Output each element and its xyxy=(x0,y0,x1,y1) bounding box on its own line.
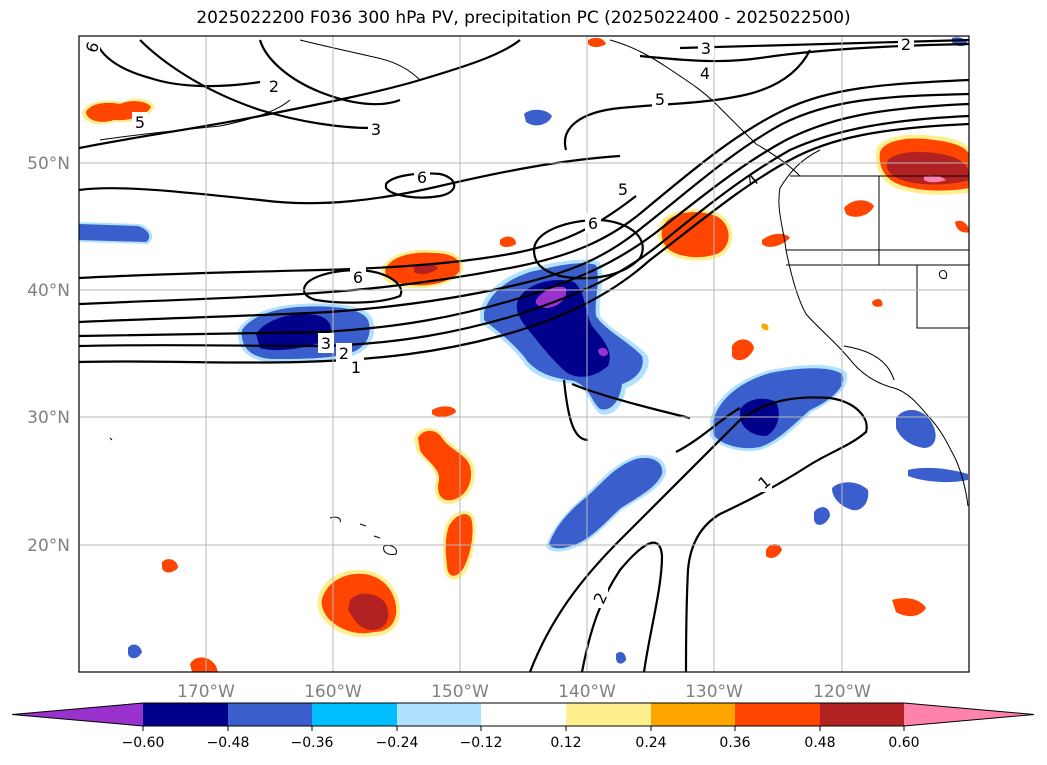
contour-label: 6 xyxy=(353,268,363,287)
pv-contours xyxy=(79,38,969,672)
colorbar-swatch xyxy=(820,703,904,726)
contour-label: 3 xyxy=(371,120,381,139)
colorbar-swatch xyxy=(481,703,566,726)
lon-label-130w: 130°W xyxy=(685,682,743,702)
colorbar-swatches xyxy=(11,702,1035,727)
lat-label-30n: 30°N xyxy=(27,408,70,428)
contour-label: 1 xyxy=(351,358,361,377)
colorbar-tick-label: −0.48 xyxy=(207,735,250,751)
contour-label: 2 xyxy=(339,344,349,363)
colorbar-swatch xyxy=(735,703,820,726)
colorbar-extend-max xyxy=(904,703,1034,726)
lat-label-50n: 50°N xyxy=(27,154,70,174)
contour-label: 4 xyxy=(700,64,710,83)
contour-label: 5 xyxy=(655,90,665,109)
colorbar-tick-label: 0.24 xyxy=(635,735,666,751)
lon-label-150w: 150°W xyxy=(431,682,489,702)
lon-label-140w: 140°W xyxy=(558,682,616,702)
map-frame xyxy=(78,35,970,673)
colorbar: −0.60 −0.48 −0.36 −0.24 −0.12 0.12 0.24 0.36 0.4… xyxy=(11,702,1035,751)
contour-label: 6 xyxy=(588,214,598,233)
coastlines xyxy=(99,39,969,555)
longitude-labels: 170°W 160°W 150°W 140°W 130°W 120°W xyxy=(177,682,871,702)
contour-label: 6 xyxy=(417,168,427,187)
lat-label-40n: 40°N xyxy=(27,281,70,301)
colorbar-tick-label: 0.48 xyxy=(804,735,835,751)
colorbar-swatch xyxy=(566,703,651,726)
colorbar-extend-min xyxy=(12,703,143,726)
colorbar-swatch xyxy=(397,703,481,726)
gridlines xyxy=(79,36,969,672)
colorbar-swatch xyxy=(312,703,397,726)
lat-label-20n: 20°N xyxy=(27,536,70,556)
lon-label-160w: 160°W xyxy=(304,682,362,702)
contour-label: 3 xyxy=(701,39,711,58)
contour-label: 5 xyxy=(135,113,145,132)
colorbar-swatch xyxy=(651,703,735,726)
lon-label-120w: 120°W xyxy=(813,682,871,702)
lon-label-170w: 170°W xyxy=(177,682,235,702)
colorbar-tick-label: −0.24 xyxy=(376,735,419,751)
colorbar-tick-label: 0.12 xyxy=(550,735,581,751)
contour-label: 2 xyxy=(901,35,911,54)
contour-label: 2 xyxy=(269,77,279,96)
contour-label: 5 xyxy=(618,180,628,199)
contour-label: 3 xyxy=(321,334,331,353)
colorbar-swatch xyxy=(143,703,228,726)
latitude-labels: 50°N 40°N 30°N 20°N xyxy=(27,154,70,556)
colorbar-tick-label: −0.12 xyxy=(460,735,503,751)
contour-label-group: 6 2 5 3 6 5 6 6 3 2 1 3 4 5 xyxy=(82,35,914,608)
colorbar-swatch xyxy=(228,703,312,726)
colorbar-tick-label: −0.36 xyxy=(291,735,334,751)
map-title: 2025022200 F036 300 hPa PV, precipitatio… xyxy=(196,8,851,28)
colorbar-ticks: −0.60 −0.48 −0.36 −0.24 −0.12 0.12 0.24 0.36 0.4… xyxy=(122,726,920,751)
colorbar-tick-label: 0.60 xyxy=(888,735,919,751)
colorbar-tick-label: 0.36 xyxy=(719,735,750,751)
colorbar-tick-label: −0.60 xyxy=(122,735,165,751)
